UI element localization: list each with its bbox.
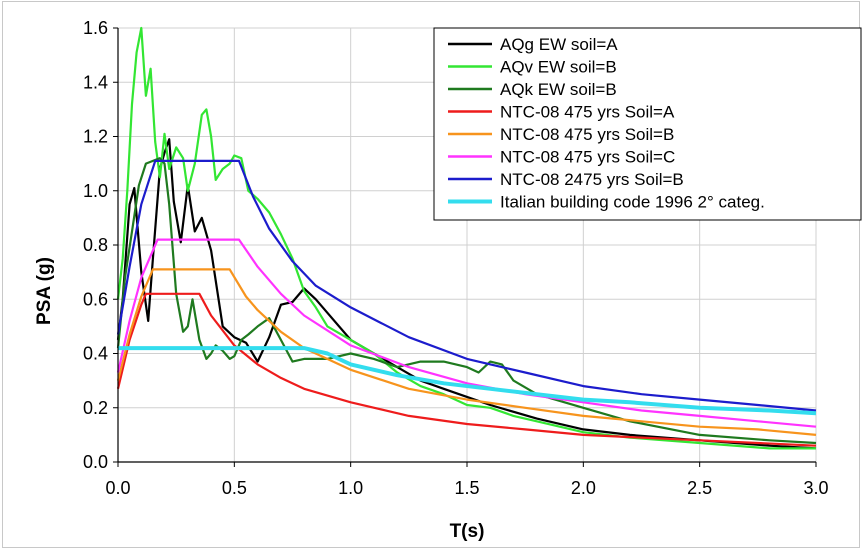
legend-label: NTC-08 2475 yrs Soil=B <box>500 170 684 189</box>
y-tick-label: 1.0 <box>83 181 108 201</box>
tick-labels: 0.0 0.5 1.0 1.5 2.0 2.5 3.0 0.0 0.2 0.4 0.6 0.8 1.0 1… <box>83 18 829 498</box>
legend-label: NTC-08 475 yrs Soil=B <box>500 125 674 144</box>
legend: AQg EW soil=A AQv EW soil=B AQk EW soil=B N… <box>433 27 862 221</box>
series-line-italian-building-code-1996-2-categ <box>118 346 817 416</box>
y-tick-label: 1.4 <box>83 72 108 92</box>
y-axis-label: PSA (g) <box>34 257 55 325</box>
legend-label: AQk EW soil=B <box>500 80 617 99</box>
legend-box <box>433 27 862 221</box>
series-line-aqk-ew-soil-b <box>116 157 817 445</box>
y-tick-label: 1.6 <box>83 18 108 38</box>
y-tick-label: 0.2 <box>83 398 108 418</box>
series-line-aqv-ew-soil-b <box>116 26 816 450</box>
legend-label: Italian building code 1996 2° categ. <box>500 193 765 212</box>
y-tick-label: 0.4 <box>83 344 108 364</box>
y-tick-label: 0.8 <box>83 235 108 255</box>
y-tick-label: 0.6 <box>83 289 108 309</box>
legend-label: NTC-08 475 yrs Soil=C <box>500 148 675 167</box>
x-tick-label: 0.5 <box>222 478 247 498</box>
x-tick-label: 2.0 <box>571 478 596 498</box>
x-tick-label: 1.5 <box>454 478 479 498</box>
legend-label: NTC-08 475 yrs Soil=A <box>500 103 675 122</box>
x-tick-label: 2.5 <box>687 478 712 498</box>
y-tick-label: 1.2 <box>83 127 108 147</box>
x-tick-label: 3.0 <box>803 478 828 498</box>
legend-label: AQv EW soil=B <box>500 58 617 77</box>
x-tick-label: 1.0 <box>338 478 363 498</box>
x-axis-label: T(s) <box>450 521 485 542</box>
series-line-ntc-08-475-yrs-soil-b <box>116 268 817 436</box>
legend-label: AQg EW soil=A <box>500 35 618 54</box>
axes <box>113 27 817 467</box>
series-line-ntc-08-475-yrs-soil-a <box>116 292 817 447</box>
x-tick-label: 0.0 <box>105 478 130 498</box>
series-line-ntc-08-2475-yrs-soil-b <box>116 159 817 412</box>
series-layer <box>116 26 817 450</box>
y-tick-label: 0.0 <box>83 452 108 472</box>
series-line-ntc-08-475-yrs-soil-c <box>116 238 817 428</box>
